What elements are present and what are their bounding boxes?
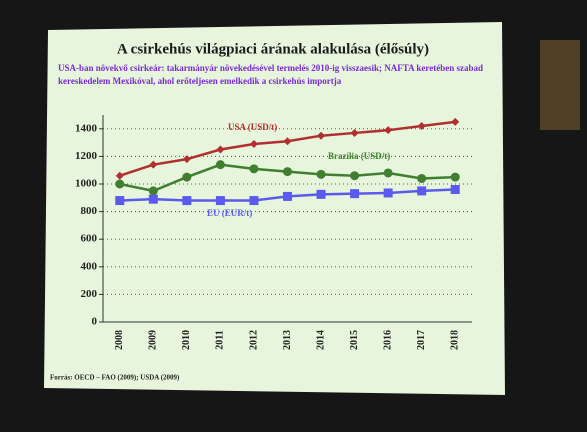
marker xyxy=(451,117,460,126)
marker xyxy=(417,173,427,183)
marker xyxy=(384,126,393,135)
marker xyxy=(115,179,125,189)
marker xyxy=(148,186,158,196)
marker xyxy=(317,131,326,140)
marker xyxy=(417,186,427,196)
y-tick-label: 1000 xyxy=(75,178,98,190)
series-label: EU (EUR/t) xyxy=(207,208,252,218)
x-tick-label: 2013 xyxy=(282,330,293,350)
x-tick-label: 2017 xyxy=(416,330,427,350)
marker xyxy=(350,171,360,181)
subtitle-box: USA-ban növekvő csirkeár: takarmányár nö… xyxy=(58,63,483,86)
marker xyxy=(383,188,393,198)
source-note: Forrás: OECD – FAO (2009); USDA (2009) xyxy=(50,374,180,382)
series-label: Brazília (USD/t) xyxy=(328,151,390,161)
x-tick-label: 2011 xyxy=(215,330,226,349)
marker xyxy=(215,160,225,170)
marker xyxy=(115,196,125,206)
y-tick-label: 1400 xyxy=(75,122,98,134)
marker xyxy=(316,189,326,199)
marker xyxy=(283,137,292,146)
x-tick-label: 2015 xyxy=(349,330,360,350)
marker xyxy=(350,128,359,137)
marker xyxy=(350,189,360,199)
x-tick-label: 2012 xyxy=(248,330,259,350)
x-tick-label: 2009 xyxy=(148,330,159,350)
y-tick-label: 200 xyxy=(81,288,98,300)
y-tick-label: 0 xyxy=(92,316,98,328)
marker xyxy=(316,169,326,179)
marker xyxy=(149,160,158,169)
marker xyxy=(383,168,393,178)
marker xyxy=(182,172,192,182)
marker xyxy=(450,185,460,195)
marker xyxy=(115,171,124,180)
lamp xyxy=(540,40,580,130)
y-tick-label: 400 xyxy=(81,260,98,272)
marker xyxy=(283,167,292,177)
marker xyxy=(417,122,426,131)
slide xyxy=(44,22,505,395)
marker xyxy=(215,196,225,206)
chart-subtitle: USA-ban növekvő csirkeár: takarmányár nö… xyxy=(58,63,483,86)
x-tick-label: 2014 xyxy=(315,330,326,350)
marker xyxy=(182,196,192,206)
marker xyxy=(283,191,292,201)
marker xyxy=(148,194,158,204)
x-tick-label: 2010 xyxy=(181,330,192,350)
marker xyxy=(216,145,225,154)
x-tick-label: 2008 xyxy=(114,330,125,350)
y-tick-label: 1200 xyxy=(75,150,98,162)
marker xyxy=(249,139,258,148)
x-tick-label: 2018 xyxy=(450,330,461,350)
marker xyxy=(249,164,259,174)
y-tick-label: 800 xyxy=(81,205,98,217)
marker xyxy=(249,196,259,206)
marker xyxy=(450,172,460,182)
chart-title: A csirkehús világpiaci árának alakulása … xyxy=(117,41,429,57)
series-label: USA (USD/t) xyxy=(228,122,277,132)
y-tick-label: 600 xyxy=(81,233,98,245)
marker xyxy=(182,155,191,164)
x-tick-label: 2016 xyxy=(382,330,393,350)
